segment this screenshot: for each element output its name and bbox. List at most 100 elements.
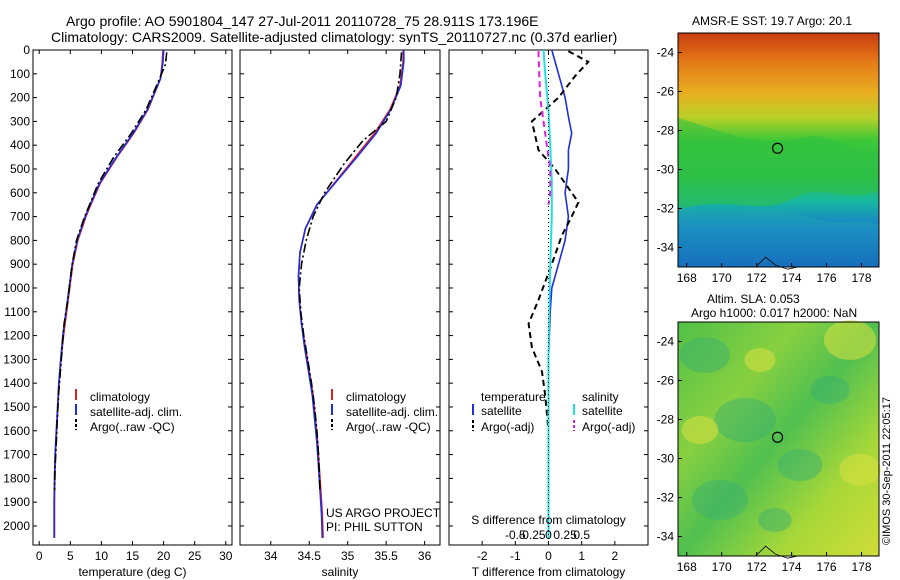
series-line-argo-adj- bbox=[527, 50, 590, 431]
xtick-label: 2 bbox=[611, 549, 618, 563]
panel-3-top-xlabel: S difference from climatology bbox=[471, 513, 626, 527]
map-2-texture bbox=[744, 348, 776, 372]
series-line-argo-raw-qc- bbox=[298, 52, 403, 491]
map-2-texture bbox=[777, 449, 823, 481]
map-xtick-label: 168 bbox=[677, 560, 697, 574]
ytick-label: 1800 bbox=[3, 471, 30, 485]
xtick-label: 34.5 bbox=[298, 549, 322, 563]
xtick-label: 0 bbox=[545, 549, 552, 563]
legend-label: climatology bbox=[346, 390, 406, 404]
map1-title: AMSR-E SST: 19.7 Argo: 20.1 bbox=[692, 14, 853, 28]
map-2-texture bbox=[839, 454, 881, 486]
ytick-label: 100 bbox=[10, 67, 30, 81]
xtick-label: 34 bbox=[264, 549, 278, 563]
legend-label: Argo(..raw -QC) bbox=[90, 420, 175, 434]
map-xtick-label: 170 bbox=[712, 271, 732, 285]
map-ytick-label: -32 bbox=[657, 491, 675, 505]
coastline bbox=[754, 256, 798, 270]
xtick-label: 1 bbox=[578, 549, 585, 563]
map-xtick-label: 178 bbox=[852, 271, 872, 285]
xtick-label: 0 bbox=[36, 549, 43, 563]
map-xtick-label: 170 bbox=[712, 560, 732, 574]
legend-label: Argo(-adj) bbox=[582, 420, 635, 434]
ytick-label: 1900 bbox=[3, 495, 30, 509]
ytick-label: 500 bbox=[10, 162, 30, 176]
ytick-label: 1000 bbox=[3, 281, 30, 295]
ytick-label: 1600 bbox=[3, 424, 30, 438]
map-2-texture bbox=[681, 416, 719, 444]
map-xtick-label: 178 bbox=[852, 560, 872, 574]
map2-subtitle: Argo h1000: 0.017 h2000: NaN bbox=[691, 306, 858, 320]
map-xtick-label: 176 bbox=[817, 560, 837, 574]
ytick-label: 1300 bbox=[3, 352, 30, 366]
ytick-label: 1400 bbox=[3, 376, 30, 390]
map-2-texture bbox=[714, 398, 776, 442]
legend-label: satellite bbox=[582, 404, 623, 418]
panel-2-xlabel: salinity bbox=[322, 565, 359, 579]
map-1-texture bbox=[678, 205, 879, 267]
map-ytick-label: -34 bbox=[657, 530, 675, 544]
project-annotation: US ARGO PROJECT bbox=[326, 506, 441, 520]
xtick-label: 20 bbox=[157, 549, 171, 563]
map-2-texture bbox=[692, 480, 748, 520]
map-ytick-label: -24 bbox=[657, 335, 675, 349]
figure-title-line2: Climatology: CARS2009. Satellite-adjuste… bbox=[51, 29, 618, 45]
panel-1-axes-box bbox=[32, 49, 233, 546]
map-ytick-label: -28 bbox=[657, 413, 675, 427]
map-2-texture bbox=[679, 337, 731, 373]
map-ytick-label: -30 bbox=[657, 452, 675, 466]
map-ytick-label: -30 bbox=[657, 163, 675, 177]
credit-text: ©IMOS 30-Sep-2011 22:05:17 bbox=[881, 397, 893, 545]
map2-title: Altim. SLA: 0.053 bbox=[707, 292, 800, 306]
ytick-label: 600 bbox=[10, 186, 30, 200]
xtick-label: -1 bbox=[510, 549, 521, 563]
xtick-label: 5 bbox=[67, 549, 74, 563]
salinity-diff-tick-label: 0.25 bbox=[553, 528, 577, 542]
map-ytick-label: -32 bbox=[657, 202, 675, 216]
series-line-salinity-argo-adj- bbox=[537, 51, 552, 205]
legend-label: satellite bbox=[481, 404, 522, 418]
xtick-label: 36 bbox=[418, 549, 432, 563]
argo-position-marker bbox=[771, 431, 784, 443]
panel-2-axes-box bbox=[239, 49, 441, 546]
ytick-label: 900 bbox=[10, 257, 30, 271]
ytick-label: 0 bbox=[23, 43, 30, 57]
legend-label: satellite-adj. clim. bbox=[346, 405, 438, 419]
ytick-label: 800 bbox=[10, 233, 30, 247]
xtick-label: -2 bbox=[477, 549, 488, 563]
legend-label: Argo(..raw -QC) bbox=[346, 420, 431, 434]
panel-1-xlabel: temperature (deg C) bbox=[78, 565, 186, 579]
ytick-label: 1100 bbox=[4, 305, 30, 319]
coastline bbox=[754, 545, 798, 559]
salinity-diff-tick-label: 0 bbox=[545, 528, 552, 542]
ytick-label: 1200 bbox=[3, 329, 30, 343]
map-xtick-label: 174 bbox=[782, 271, 802, 285]
map-xtick-label: 168 bbox=[677, 271, 697, 285]
salinity-diff-tick-label: -0.5 bbox=[505, 528, 526, 542]
xtick-label: 35.5 bbox=[374, 549, 398, 563]
xtick-label: 25 bbox=[188, 549, 202, 563]
salinity-diff-tick-label: -0.25 bbox=[518, 528, 546, 542]
map-xtick-label: 172 bbox=[747, 271, 767, 285]
ytick-label: 400 bbox=[10, 138, 30, 152]
map-2-texture bbox=[824, 320, 876, 360]
map-ytick-label: -34 bbox=[657, 241, 675, 255]
ytick-label: 1500 bbox=[3, 400, 30, 414]
xtick-label: 10 bbox=[95, 549, 109, 563]
ytick-label: 300 bbox=[10, 114, 30, 128]
panel-3-xlabel: T difference from climatology bbox=[472, 565, 626, 579]
map-xtick-label: 176 bbox=[817, 271, 837, 285]
ytick-label: 2000 bbox=[3, 519, 30, 533]
map-ytick-label: -28 bbox=[657, 124, 675, 138]
map-ytick-label: -26 bbox=[657, 85, 675, 99]
map-1-texture bbox=[678, 118, 879, 210]
xtick-label: 35 bbox=[341, 549, 355, 563]
map-xtick-label: 172 bbox=[747, 560, 767, 574]
legend-label: climatology bbox=[90, 390, 150, 404]
ytick-label: 700 bbox=[10, 210, 30, 224]
series-line-argo-raw-qc- bbox=[53, 52, 168, 491]
legend-temperature-heading: temperature bbox=[481, 390, 546, 404]
map-2-texture bbox=[758, 508, 792, 532]
ytick-label: 200 bbox=[10, 91, 30, 105]
